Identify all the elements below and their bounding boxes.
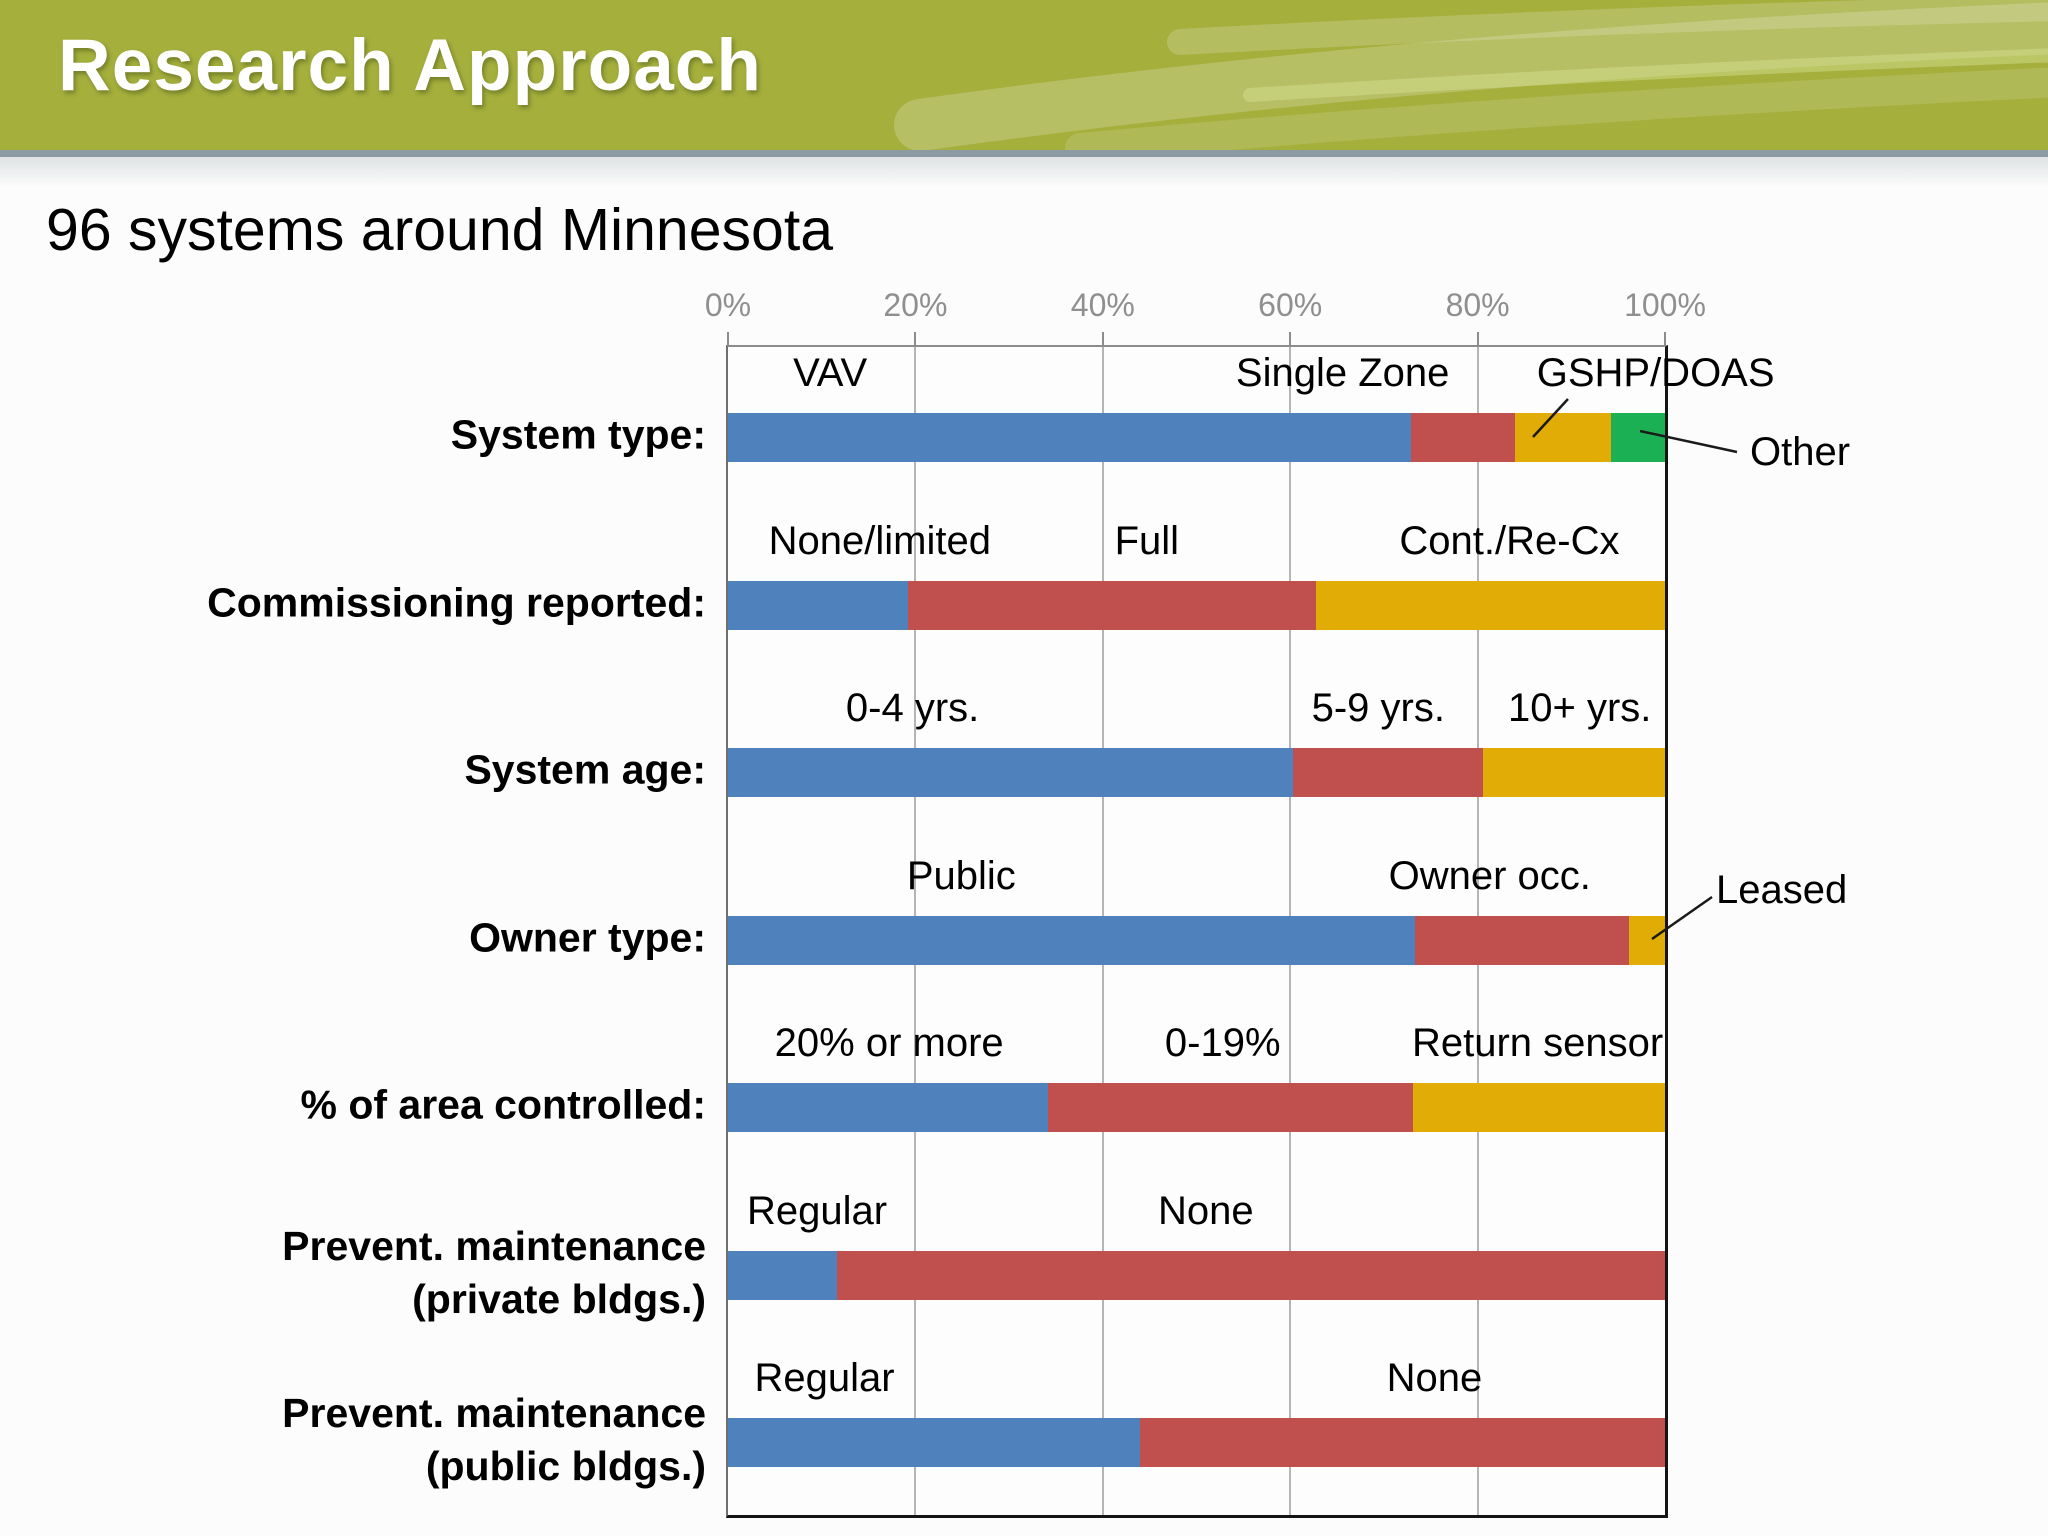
row-label-line: System type: bbox=[450, 411, 706, 458]
x-axis-tick-label: 60% bbox=[1258, 287, 1323, 323]
bar-row: Regular None bbox=[728, 1185, 1665, 1353]
callout-label-other: Other bbox=[1750, 430, 1851, 474]
row-label-line: (private bldgs.) bbox=[412, 1275, 706, 1322]
bar-row: Regular None bbox=[728, 1352, 1665, 1520]
segment-label: 20% or more bbox=[774, 1021, 1004, 1066]
row-label-line: (public bldgs.) bbox=[425, 1443, 706, 1490]
stacked-bar bbox=[728, 1250, 1665, 1300]
bar-row: Public Owner occ. bbox=[728, 850, 1665, 1018]
x-axis-tick bbox=[1664, 332, 1666, 345]
bar-segment-other bbox=[1610, 413, 1665, 462]
row-label: Commissioning reported: bbox=[207, 576, 706, 629]
segment-label: None bbox=[1386, 1356, 1483, 1401]
row-label: System age: bbox=[464, 744, 706, 797]
row-label-line: Prevent. maintenance bbox=[282, 1390, 706, 1437]
x-axis-tick bbox=[1476, 332, 1479, 345]
bar-row: None/limited Full Cont./Re-Cx bbox=[728, 515, 1665, 683]
bar-segment-leased bbox=[1629, 915, 1665, 965]
row-label-line: Owner type: bbox=[469, 914, 706, 961]
segment-label: 0-4 yrs. bbox=[845, 686, 980, 731]
x-axis-tick bbox=[1101, 332, 1104, 345]
bar-segment-regular bbox=[728, 1250, 837, 1300]
segment-label: Owner occ. bbox=[1388, 853, 1591, 898]
bar-row: 20% or more 0-19% Return sensor bbox=[728, 1017, 1665, 1185]
stacked-bar bbox=[728, 580, 1665, 630]
segment-label: Regular bbox=[754, 1356, 895, 1401]
row-label: % of area controlled: bbox=[300, 1079, 706, 1132]
x-axis-tick-label: 100% bbox=[1624, 287, 1706, 323]
bar-segment-return-sensor bbox=[1412, 1083, 1665, 1133]
segment-label: GSHP/DOAS bbox=[1536, 351, 1775, 395]
page-title: Research Approach bbox=[58, 25, 762, 106]
x-axis-tick-label: 20% bbox=[883, 287, 948, 323]
row-label: Owner type: bbox=[469, 911, 706, 964]
stacked-bar bbox=[728, 915, 1665, 965]
bar-segment-0-19- bbox=[1048, 1083, 1413, 1133]
stacked-bar bbox=[728, 1418, 1665, 1468]
segment-label: None/limited bbox=[768, 518, 991, 563]
row-label-line: % of area controlled: bbox=[300, 1081, 706, 1128]
bar-segment-single-zone bbox=[1411, 413, 1516, 462]
x-axis-tick-label: 80% bbox=[1445, 287, 1510, 323]
segment-label: 0-19% bbox=[1164, 1021, 1281, 1066]
bar-segment-5-9-yrs- bbox=[1293, 748, 1484, 798]
row-label: Prevent. maintenance (private bldgs.) bbox=[282, 1220, 706, 1326]
segment-label: 10+ yrs. bbox=[1508, 686, 1652, 731]
segment-label: Single Zone bbox=[1235, 351, 1450, 395]
slide-header: Research Approach bbox=[0, 0, 2048, 163]
bar-segment-10-yrs- bbox=[1483, 748, 1665, 798]
stacked-bar bbox=[728, 748, 1665, 798]
bar-row: 0-4 yrs. 5-9 yrs. 10+ yrs. bbox=[728, 682, 1665, 850]
bar-segment-cont-re-cx bbox=[1316, 580, 1665, 630]
bar-segment-owner-occ- bbox=[1414, 915, 1630, 965]
segment-label: Cont./Re-Cx bbox=[1399, 518, 1620, 563]
bar-segment-full bbox=[907, 580, 1317, 630]
x-axis-tick bbox=[727, 332, 729, 345]
bar-segment-regular bbox=[728, 1418, 1141, 1468]
bar-segment-none bbox=[836, 1250, 1665, 1300]
stacked-bar bbox=[728, 1083, 1665, 1133]
stacked-bar bbox=[728, 413, 1665, 462]
segment-label: VAV bbox=[793, 351, 868, 395]
row-label-line: Commissioning reported: bbox=[207, 579, 706, 626]
x-axis-tick-label: 40% bbox=[1070, 287, 1135, 323]
row-label: System type: bbox=[451, 409, 706, 462]
plot-area: 0% 20% 40% 60% 80% 100% VAV Single Zone GSHP/DOA… bbox=[705, 287, 1775, 1520]
segment-label: Full bbox=[1114, 518, 1180, 563]
segment-label: Regular bbox=[746, 1188, 888, 1233]
x-axis-tick-label: 0% bbox=[704, 287, 752, 323]
bar-row: VAV Single Zone GSHP/DOAS bbox=[728, 347, 1775, 515]
segment-label: Return sensor bbox=[1411, 1021, 1664, 1066]
row-label: Prevent. maintenance (public bldgs.) bbox=[282, 1387, 706, 1493]
row-label-line: System age: bbox=[464, 746, 706, 793]
segment-label: Public bbox=[906, 853, 1016, 898]
bar-segment-public bbox=[728, 915, 1415, 965]
header-shadow bbox=[0, 157, 2048, 187]
chart-subtitle: 96 systems around Minnesota bbox=[46, 197, 834, 263]
bar-segment-0-4-yrs- bbox=[728, 748, 1293, 798]
segment-label: None bbox=[1158, 1188, 1254, 1233]
bar-segment-20-or-more bbox=[728, 1083, 1049, 1133]
bar-segment-none bbox=[1140, 1418, 1665, 1468]
callout-label-leased: Leased bbox=[1716, 868, 1848, 912]
x-axis-tick bbox=[1289, 332, 1292, 345]
header-brush-texture bbox=[0, 0, 2048, 163]
row-label-line: Prevent. maintenance bbox=[282, 1222, 706, 1269]
segment-label: 5-9 yrs. bbox=[1311, 686, 1445, 731]
bar-segment-vav bbox=[728, 413, 1412, 462]
bar-segment-none-limited bbox=[728, 580, 908, 630]
bar-segment-gshp-doas bbox=[1515, 413, 1611, 462]
x-axis-tick bbox=[914, 332, 917, 345]
